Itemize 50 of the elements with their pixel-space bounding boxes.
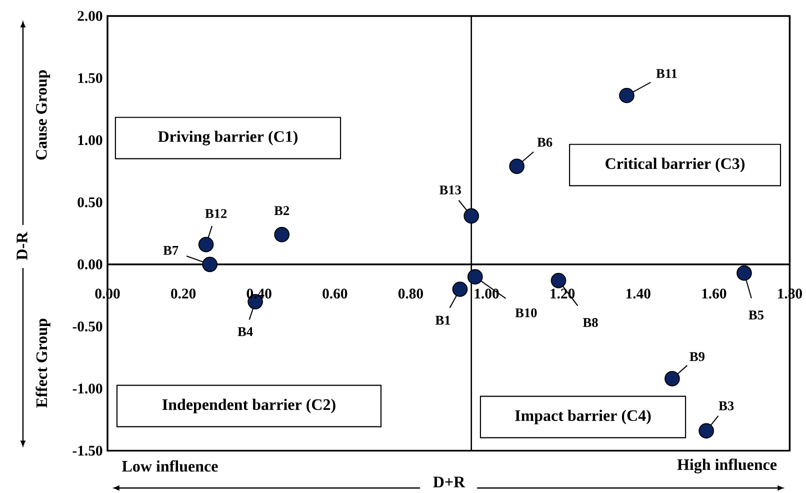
x-tick-label: 0.20: [171, 288, 196, 299]
annotation: B2: [274, 206, 290, 216]
y-tick-label: -0.50: [72, 322, 102, 332]
point: [550, 272, 566, 288]
y-tick-label: 0.00: [78, 259, 102, 270]
annotation: B10: [515, 308, 537, 318]
y-tick-label: 2.00: [78, 11, 102, 21]
y-tick-label: 1.50: [78, 73, 102, 84]
point: [698, 423, 714, 438]
point: [736, 265, 752, 281]
x-tick-label: 0.80: [398, 288, 423, 299]
annotation: B7: [163, 246, 178, 255]
annotation: B1: [435, 316, 450, 325]
annotation: B3: [718, 401, 734, 410]
text: Low influence: [122, 460, 218, 472]
text: Cause Group: [36, 70, 50, 160]
y-tick-label: 0.50: [78, 197, 102, 208]
annotation: Independent barrier (C2): [162, 398, 336, 414]
y-tick-label: -1.50: [72, 446, 102, 456]
y-tick-label: -1.00: [72, 384, 102, 394]
point: [198, 236, 214, 252]
point: [619, 88, 634, 104]
annotation: B13: [439, 185, 461, 194]
annotation: B12: [205, 209, 227, 218]
point: [664, 370, 680, 386]
annotation: B4: [238, 327, 253, 336]
annotation: B6: [537, 138, 552, 147]
annotation: Impact barrier (C4): [515, 410, 651, 424]
point: [509, 158, 524, 174]
annotation: Critical barrier (C3): [606, 158, 745, 172]
x-tick-label: 1.00: [474, 288, 499, 299]
point: [202, 256, 218, 272]
point: [274, 226, 290, 242]
point: [452, 282, 468, 297]
annotation: Driving barrier (C1): [158, 130, 298, 146]
annotation: B11: [656, 69, 677, 78]
point: [467, 269, 483, 284]
x-tick-label: 0.60: [322, 288, 348, 299]
x-axis-title: D+R: [433, 476, 466, 488]
text: Effect Group: [36, 318, 50, 408]
text: High influence: [677, 458, 777, 474]
x-tick-label: 0.40: [246, 288, 272, 299]
point: [464, 208, 480, 224]
x-tick-label: 1.60: [702, 288, 726, 299]
annotation: B8: [582, 318, 598, 328]
annotation: B9: [690, 352, 705, 362]
y-axis-title: D-R: [16, 232, 28, 260]
y-tick-label: 1.00: [78, 135, 102, 146]
x-tick-label: 1.40: [626, 288, 650, 299]
annotation: B5: [748, 310, 764, 320]
